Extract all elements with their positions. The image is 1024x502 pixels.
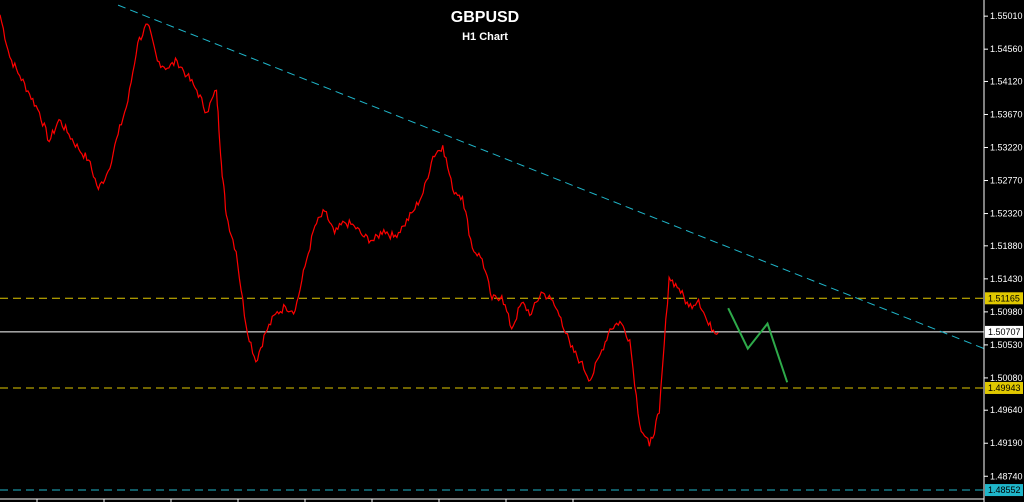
level-badge-label: 1.51165 xyxy=(988,293,1020,303)
level-badge xyxy=(985,292,1023,305)
y-tick-label: 1.52320 xyxy=(990,209,1023,219)
lines-layer xyxy=(0,4,985,491)
level-badge xyxy=(985,325,1023,338)
chart-subtitle: H1 Chart xyxy=(462,31,508,43)
y-tick-label: 1.51880 xyxy=(990,241,1023,251)
badge-layer: 1.51165 1.50707 1.49943 1.48552 xyxy=(985,292,1023,497)
level-badge-label: 1.50707 xyxy=(988,327,1021,337)
y-tick-label: 1.49640 xyxy=(990,405,1023,415)
y-tick-label: 1.50080 xyxy=(990,373,1023,383)
plot-background xyxy=(0,0,984,502)
tick-layer: 1.55010 1.54560 1.54120 1.53670 1.53220 1.527… xyxy=(36,11,1023,502)
price-layer xyxy=(0,14,789,447)
y-tick-label: 1.55010 xyxy=(990,11,1023,21)
y-tick-label: 1.51430 xyxy=(990,274,1023,284)
y-tick-label: 1.48740 xyxy=(990,471,1023,481)
level-badge xyxy=(985,484,1023,497)
level-badge-label: 1.49943 xyxy=(988,383,1021,393)
y-tick-label: 1.54120 xyxy=(990,76,1023,86)
y-tick-label: 1.53220 xyxy=(990,142,1023,152)
y-tick-label: 1.52770 xyxy=(990,176,1023,186)
y-tick-label: 1.50530 xyxy=(990,340,1023,350)
axis-layer xyxy=(0,0,985,502)
projection-line xyxy=(727,307,789,383)
y-tick-label: 1.50980 xyxy=(990,307,1023,317)
level-badge xyxy=(985,381,1023,394)
chart-title: GBPUSD xyxy=(451,9,519,26)
y-tick-label: 1.54560 xyxy=(990,44,1023,54)
y-tick-label: 1.53670 xyxy=(990,109,1023,119)
level-badge-label: 1.48552 xyxy=(988,485,1021,495)
y-tick-label: 1.49190 xyxy=(990,438,1023,448)
price-line xyxy=(0,14,719,447)
